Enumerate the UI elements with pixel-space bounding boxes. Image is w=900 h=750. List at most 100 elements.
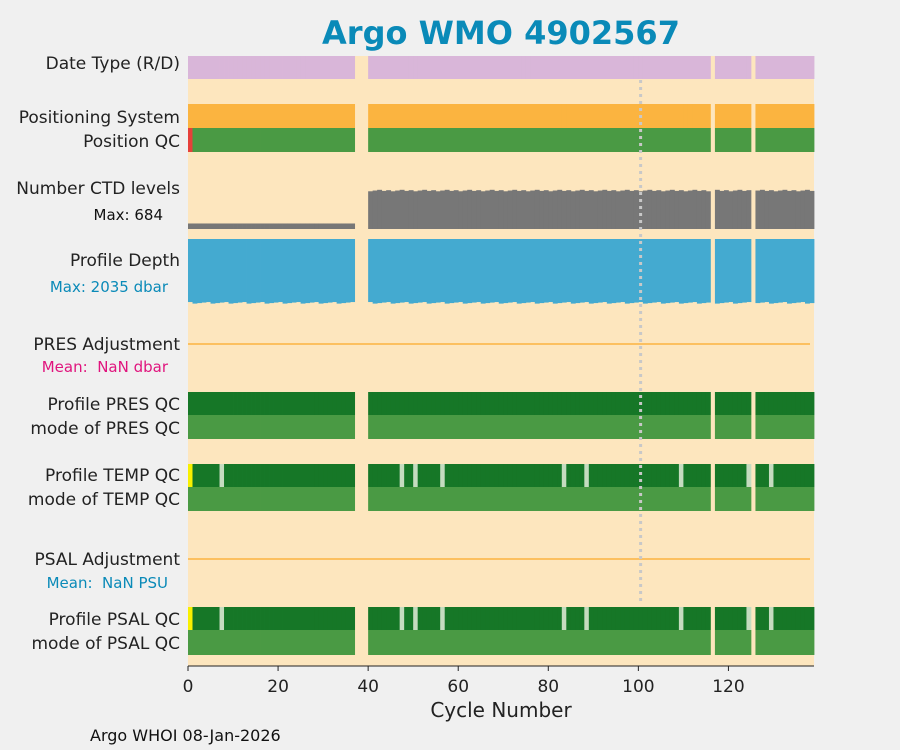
mode-psal-qc-cycle-35 (345, 630, 351, 655)
mode-temp-qc-cycle-34 (341, 487, 347, 511)
profile-psal-qc-cycle-15 (255, 607, 261, 630)
date-type-cycle-83 (561, 56, 567, 79)
profile-psal-qc-cycle-36 (350, 607, 356, 630)
profile-pres-qc-cycle-35 (345, 392, 351, 415)
position-qc-cycle-5 (210, 128, 216, 152)
date-type-cycle-49 (408, 56, 414, 79)
profile-temp-qc-cycle-97 (624, 464, 630, 487)
position-qc-cycle-4 (206, 128, 211, 152)
profile-psal-qc-cycle-12 (242, 607, 247, 630)
profile-psal-qc-cycle-21 (282, 607, 288, 630)
date-type-cycle-7 (219, 56, 225, 79)
profile-pres-qc-cycle-46 (395, 392, 401, 415)
mode-psal-qc-cycle-95 (615, 630, 621, 655)
mode-temp-qc-cycle-127 (759, 487, 765, 511)
mode-pres-qc-cycle-51 (417, 415, 423, 439)
mode-pres-qc-cycle-2 (197, 415, 202, 439)
profile-psal-qc-cycle-102 (647, 607, 653, 630)
mode-pres-qc-cycle-112 (692, 415, 698, 439)
profile-psal-qc-cycle-98 (629, 607, 635, 630)
mode-pres-qc-cycle-131 (777, 415, 783, 439)
ctd-bar-cycle-10 (233, 223, 238, 229)
profile-psal-qc-cycle-91 (597, 607, 603, 630)
mode-temp-qc-cycle-135 (795, 487, 801, 511)
position-qc-cycle-64 (476, 128, 482, 152)
date-type-cycle-129 (768, 56, 774, 79)
profile-temp-qc-cycle-88 (584, 464, 590, 487)
positioning-system-cycle-84 (566, 104, 572, 128)
ctd-bar-cycle-53 (426, 190, 432, 229)
positioning-system-cycle-10 (233, 104, 238, 128)
profile-pres-qc-cycle-34 (341, 392, 347, 415)
profile-pres-qc-cycle-74 (521, 392, 527, 415)
mode-psal-qc-cycle-23 (291, 630, 297, 655)
position-qc-cycle-3 (201, 128, 207, 152)
profile-psal-qc-cycle-3 (201, 607, 207, 630)
ctd-bar-cycle-49 (408, 190, 414, 229)
profile-temp-qc-cycle-107 (669, 464, 675, 487)
mode-temp-qc-cycle-24 (296, 487, 301, 511)
depth-bar-cycle-99 (633, 239, 639, 303)
profile-temp-qc-cycle-122 (737, 464, 743, 487)
mode-temp-qc-cycle-119 (723, 487, 729, 511)
profile-temp-qc-cycle-15 (255, 464, 261, 487)
x-tick-label-120: 120 (712, 677, 744, 697)
ctd-bar-cycle-104 (656, 190, 662, 229)
ctd-bar-cycle-3 (201, 223, 207, 229)
depth-bar-cycle-124 (746, 239, 752, 303)
position-qc-cycle-46 (395, 128, 401, 152)
mode-psal-qc-cycle-97 (624, 630, 630, 655)
mode-temp-qc-cycle-54 (431, 487, 437, 511)
mode-pres-qc-cycle-136 (800, 415, 806, 439)
profile-psal-qc-cycle-113 (696, 607, 702, 630)
mode-pres-qc-cycle-123 (741, 415, 747, 439)
position-qc-cycle-68 (494, 128, 500, 152)
position-qc-cycle-122 (737, 128, 743, 152)
mode-psal-qc-cycle-10 (233, 630, 238, 655)
profile-psal-qc-cycle-29 (318, 607, 324, 630)
mode-temp-qc-cycle-138 (809, 487, 815, 511)
date-type-cycle-113 (696, 56, 702, 79)
mode-pres-qc-cycle-75 (525, 415, 531, 439)
depth-bar-cycle-82 (557, 239, 563, 304)
positioning-system-cycle-52 (422, 104, 428, 128)
mode-pres-qc-cycle-104 (656, 415, 662, 439)
mode-psal-qc-cycle-133 (786, 630, 792, 655)
profile-pres-qc-cycle-121 (732, 392, 738, 415)
position-qc-cycle-112 (692, 128, 698, 152)
profile-pres-qc-cycle-2 (197, 392, 202, 415)
profile-pres-qc-cycle-102 (647, 392, 653, 415)
mode-psal-qc-cycle-86 (575, 630, 581, 655)
position-qc-cycle-103 (651, 128, 657, 152)
position-qc-cycle-50 (413, 128, 419, 152)
mode-temp-qc-cycle-111 (687, 487, 693, 511)
ctd-bar-cycle-43 (381, 190, 387, 229)
positioning-system-cycle-132 (782, 104, 788, 128)
mode-pres-qc-cycle-137 (804, 415, 810, 439)
positioning-system-cycle-4 (206, 104, 211, 128)
mode-pres-qc-cycle-111 (687, 415, 693, 439)
profile-pres-qc-cycle-41 (372, 392, 378, 415)
profile-temp-qc-cycle-109 (678, 464, 684, 487)
date-type-cycle-97 (624, 56, 630, 79)
profile-temp-qc-cycle-2 (197, 464, 202, 487)
positioning-system-cycle-64 (476, 104, 482, 128)
profile-temp-qc-cycle-113 (696, 464, 702, 487)
depth-bar-cycle-81 (552, 239, 558, 304)
mode-pres-qc-cycle-105 (660, 415, 666, 439)
profile-temp-qc-cycle-130 (773, 464, 779, 487)
profile-psal-qc-cycle-61 (462, 607, 468, 630)
stat-ctd-max: Max: 684 (94, 206, 163, 224)
ctd-bar-cycle-41 (372, 190, 378, 229)
profile-temp-qc-cycle-5 (210, 464, 216, 487)
position-qc-cycle-58 (449, 128, 455, 152)
profile-temp-qc-cycle-123 (741, 464, 747, 487)
profile-pres-qc-cycle-76 (530, 392, 536, 415)
position-qc-cycle-70 (503, 128, 509, 152)
mode-psal-qc-cycle-101 (642, 630, 648, 655)
profile-temp-qc-cycle-29 (318, 464, 324, 487)
position-qc-cycle-121 (732, 128, 738, 152)
mode-pres-qc-cycle-83 (561, 415, 567, 439)
ctd-bar-cycle-135 (795, 191, 801, 229)
depth-bar-cycle-3 (201, 239, 207, 303)
